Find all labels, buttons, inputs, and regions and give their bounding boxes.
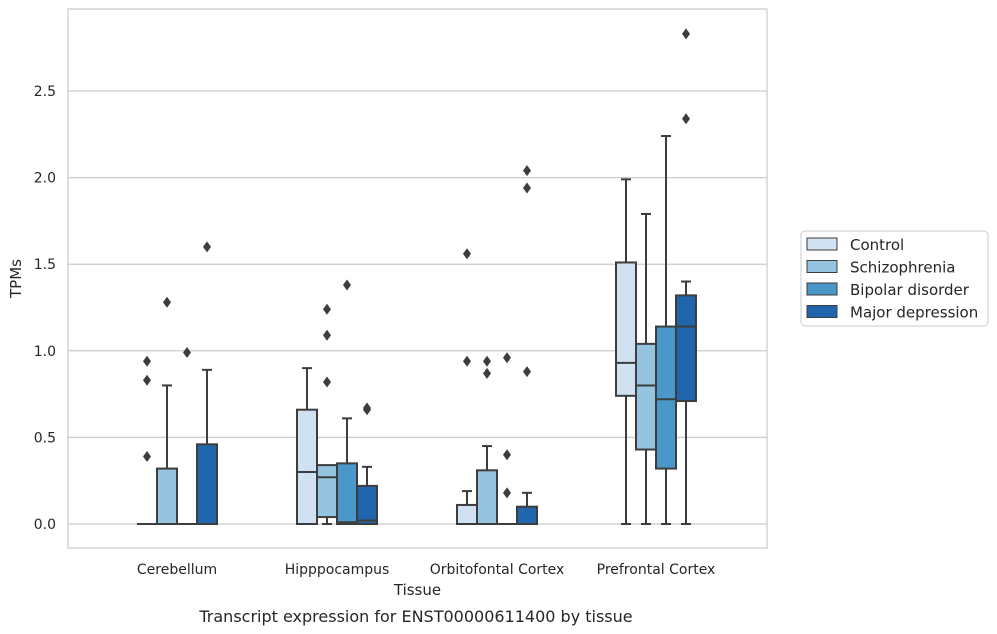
box-1-1 [316,303,338,525]
box-body [456,503,478,525]
y-tick-label: 2.0 [34,171,56,187]
box-0-0 [137,355,157,525]
box-body [615,261,637,397]
outlier-point [503,487,511,499]
legend-label: Bipolar disorder [850,281,970,299]
outlier-point [523,182,531,194]
box-body [336,462,358,526]
box-body [476,469,498,526]
box-body [296,408,318,525]
box-1-2 [476,355,498,526]
outlier-point [203,241,211,253]
legend-swatch [806,260,838,273]
box-body [356,484,378,525]
legend-swatch [806,305,838,318]
y-axis-title: TPMs [7,259,25,299]
box-0-1 [296,367,318,525]
outlier-point [483,355,491,367]
box-2-0 [177,347,197,525]
outlier-point [323,329,331,341]
box-3-3 [675,28,697,525]
box-body [516,505,538,525]
x-tick-label: Prefrontal Cortex [597,562,716,578]
outlier-point [323,376,331,388]
x-tick-label: Orbitofontal Cortex [430,562,565,578]
outlier-point [363,404,371,416]
outlier-point [143,355,151,367]
x-tick-label: Cerebellum [137,562,217,578]
outlier-point [143,374,151,386]
y-tick-label: 1.0 [34,344,56,360]
plot-frame [67,8,768,549]
box-3-1 [356,402,378,525]
legend-label: Control [850,236,904,254]
outlier-point [143,450,151,462]
outlier-point [343,279,351,291]
box-0-3 [615,178,637,525]
box-2-3 [655,135,677,525]
legend-frame [800,230,989,327]
y-tick-label: 2.5 [34,84,56,100]
box-3-0 [196,241,218,525]
y-tick-label: 0.5 [34,430,56,446]
outlier-point [503,449,511,461]
outlier-point [183,347,191,359]
box-1-3 [635,212,657,525]
x-axis-title: Tissue [393,581,441,599]
boxes [137,28,697,526]
outlier-point [682,28,690,40]
box-0-2 [456,248,478,525]
legend-swatch [806,237,838,251]
y-tick-label: 1.5 [34,257,56,273]
legend: Control Schizophrenia Bipolar disorder Majo… [800,230,989,327]
box-3-2 [516,165,538,525]
y-tick-labels: 0.0 0.5 1.0 1.5 2.0 2.5 [34,84,56,533]
outlier-point [503,352,511,364]
y-tick-label: 0.0 [34,517,56,533]
legend-label: Major depression [850,304,978,322]
chart-caption: Transcript expression for ENST0000061140… [198,607,632,626]
box-2-2 [497,352,517,525]
box-1-0 [156,296,178,525]
box-body [196,443,218,525]
box-body [655,325,677,470]
legend-swatch [806,282,838,296]
outlier-point [163,296,171,308]
legend-label: Schizophrenia [850,259,955,277]
outlier-point [682,113,690,125]
x-tick-label: Hipppocampus [285,562,390,578]
box-body [635,342,657,451]
box-body [675,294,697,403]
box-body [316,464,338,519]
outlier-point [483,367,491,379]
outlier-point [523,366,531,378]
outlier-point [323,303,331,315]
x-tick-labels: Cerebellum Hipppocampus Orbitofontal Corte… [137,562,715,578]
box-body [156,467,178,525]
box-2-1 [336,279,358,526]
outlier-point [463,248,471,260]
outlier-point [523,165,531,177]
outlier-point [463,355,471,367]
